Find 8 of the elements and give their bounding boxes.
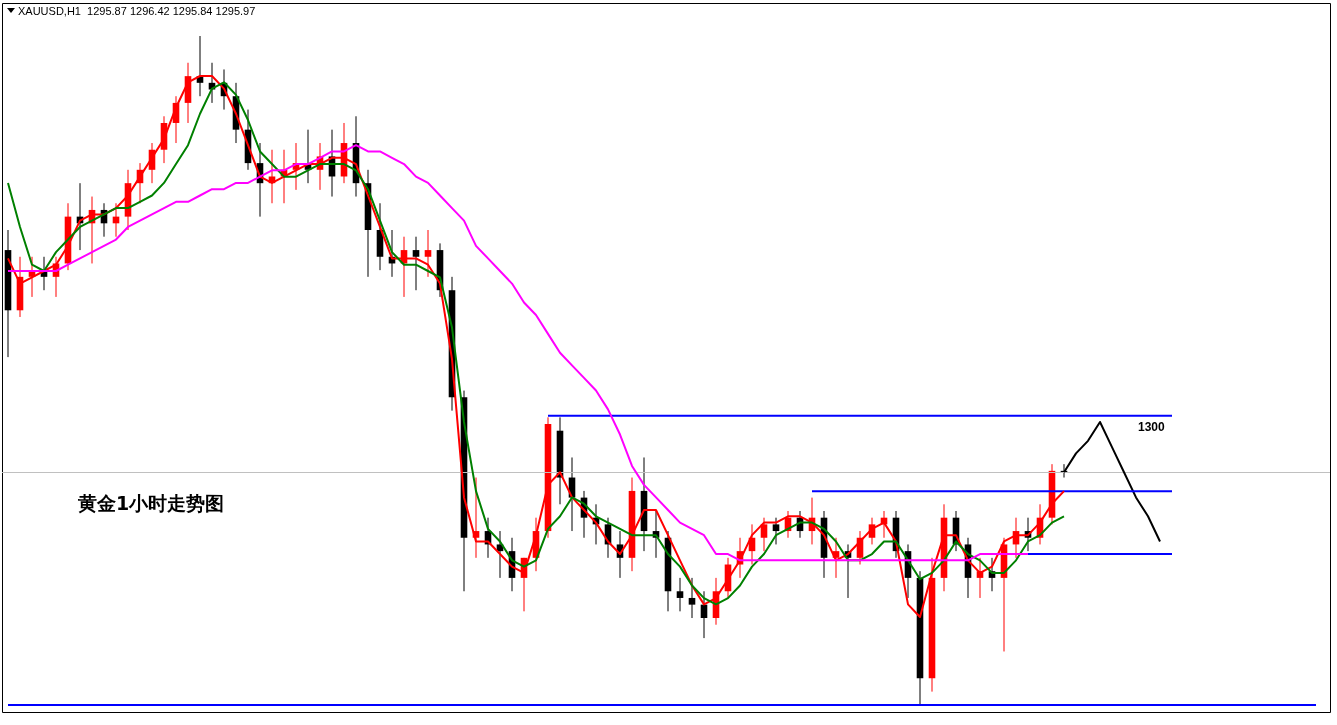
candlestick	[688, 577, 696, 619]
chart-title: XAUUSD,H1 1295.87 1296.42 1295.84 1295.97	[18, 4, 256, 17]
annotation: 黄金1小时走势图	[77, 491, 225, 514]
candlestick	[412, 236, 420, 291]
candlestick	[676, 577, 684, 612]
candlestick	[424, 229, 432, 278]
annotation: 1300	[1138, 420, 1166, 435]
candlestick	[772, 517, 780, 545]
